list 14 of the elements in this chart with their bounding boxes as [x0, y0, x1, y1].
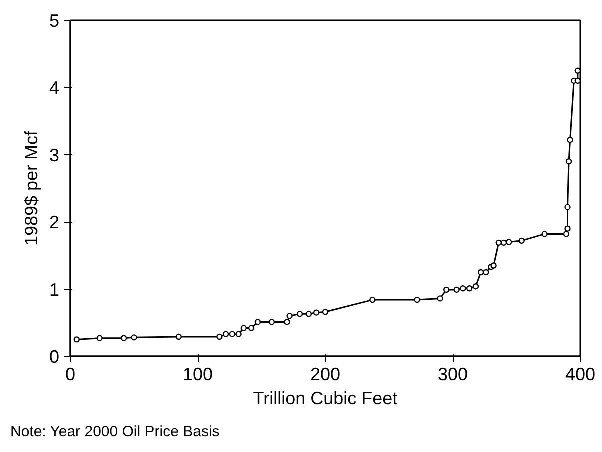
y-tick-label: 5 [49, 11, 60, 31]
text: Note: Year 2000 Oil Price Basis [10, 424, 220, 440]
x-axis-title: Trillion Cubic Feet [253, 388, 398, 408]
x-tick-label: 400 [565, 364, 596, 384]
y-axis-title: 1989$ per Mcf [21, 130, 42, 246]
y-tick-label: 4 [49, 78, 60, 98]
x-tick-label: 0 [65, 364, 76, 384]
y-tick-label: 0 [49, 347, 60, 367]
x-tick-label: 300 [438, 364, 468, 384]
x-tick-label: 100 [182, 364, 214, 384]
y-tick-label: 2 [49, 212, 60, 233]
x-tick-label: 200 [310, 364, 341, 384]
y-tick-label: 1 [49, 280, 60, 300]
y-tick-label: 3 [49, 145, 60, 166]
